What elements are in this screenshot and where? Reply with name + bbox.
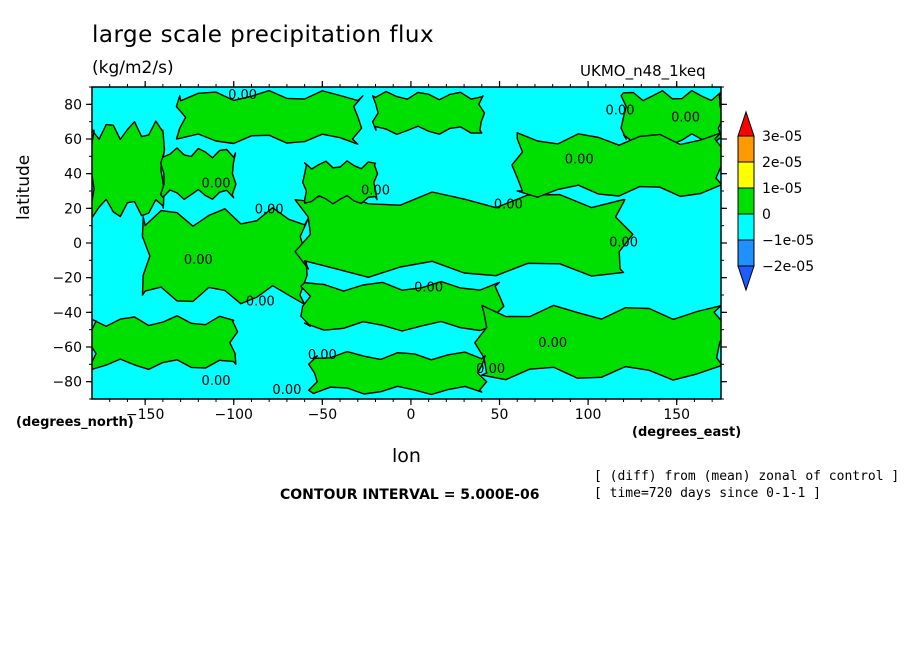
- x-axis: −150 −100 −50 0 50 100 150: [109, 81, 713, 423]
- positive-region: [160, 147, 237, 201]
- contour-label: 0.00: [494, 197, 523, 212]
- chart-title: large scale precipitation flux: [92, 22, 435, 48]
- x-tick-label: 150: [663, 407, 690, 423]
- colorbar-label: −1e-05: [762, 233, 814, 249]
- y-tick-label: −40: [52, 305, 82, 321]
- contour-label: 0.00: [361, 183, 390, 198]
- contour-label: 0.00: [606, 104, 635, 119]
- y-tick-label: 20: [64, 201, 82, 217]
- x-axis-unit: (degrees_east): [632, 425, 742, 440]
- x-tick-label: −50: [308, 407, 338, 423]
- contour-label: 0.00: [565, 152, 594, 167]
- x-axis-label: lon: [392, 445, 421, 467]
- positive-region: [92, 315, 239, 371]
- colorbar-segment: [737, 239, 755, 267]
- contour-label: 0.00: [609, 235, 638, 250]
- contour-label: 0.00: [414, 281, 443, 296]
- colorbar-segment: [737, 213, 755, 241]
- positive-region: [302, 160, 379, 205]
- positive-region: [175, 89, 364, 145]
- colorbar-label: 3e-05: [762, 129, 802, 145]
- positive-region: [141, 207, 310, 305]
- colorbar-segment: [737, 187, 755, 215]
- contour-label: 0.00: [272, 383, 301, 398]
- positive-region: [511, 132, 721, 198]
- x-tick-label: 100: [575, 407, 602, 423]
- y-axis-unit: (degrees_north): [16, 415, 134, 430]
- y-axis-label: latitude: [14, 154, 34, 220]
- contour-label: 0.00: [308, 348, 337, 363]
- model-label: UKMO_n48_1keq: [580, 62, 706, 80]
- colorbar-label: 2e-05: [762, 155, 802, 171]
- colorbar-arrow-top: [737, 110, 755, 137]
- y-tick-label: 40: [64, 167, 82, 183]
- y-tick-label: 80: [64, 97, 82, 113]
- contour-label: 0.00: [671, 111, 700, 126]
- positive-region: [371, 90, 486, 136]
- x-tick-label: −100: [215, 407, 253, 423]
- y-tick-label: 0: [73, 236, 82, 252]
- colorbar-label: 1e-05: [762, 181, 802, 197]
- contour-label: 0.00: [184, 253, 213, 268]
- y-tick-label: −60: [52, 340, 82, 356]
- contour-label: 0.00: [202, 374, 231, 389]
- x-tick-label: 50: [491, 407, 509, 423]
- y-axis: 80 60 40 20 0 −20 −40 −60 −80: [52, 86, 727, 400]
- contour-label: 0.00: [246, 294, 275, 309]
- contour-label: 0.00: [255, 203, 284, 218]
- contour-label: 0.00: [202, 177, 231, 192]
- chart-units: (kg/m2/s): [92, 58, 174, 78]
- positive-region: [474, 304, 721, 381]
- colorbar-label: 0: [762, 207, 771, 223]
- positive-region: [620, 89, 721, 145]
- colorbar-segment: [737, 161, 755, 189]
- positive-region: [308, 350, 488, 396]
- colorbar-arrow-bottom: [737, 265, 755, 292]
- y-tick-label: −80: [52, 375, 82, 391]
- note-diff: [ (diff) from (mean) zonal of control ]: [594, 469, 900, 484]
- contour-label: 0.00: [538, 336, 567, 351]
- contour-interval: CONTOUR INTERVAL = 5.000E-06: [280, 487, 540, 503]
- positive-region: [92, 120, 166, 219]
- contour-label: 0.00: [228, 88, 257, 103]
- y-tick-label: −20: [52, 271, 82, 287]
- colorbar: 3e-05 2e-05 1e-05 0 −1e-05 −2e-05: [737, 110, 814, 292]
- positive-region: [294, 190, 634, 278]
- colorbar-label: −2e-05: [762, 259, 814, 275]
- x-tick-label: 0: [406, 407, 415, 423]
- x-tick-label: −150: [126, 407, 164, 423]
- note-time: [ time=720 days since 0-1-1 ]: [594, 486, 821, 501]
- contour-label: 0.00: [476, 362, 505, 377]
- plot-area: 0.00 0.00 0.00 0.00 0.00 0.00 0.00 0.00 0.00 0.00…: [91, 86, 722, 400]
- y-tick-label: 60: [64, 132, 82, 148]
- colorbar-segment: [737, 135, 755, 163]
